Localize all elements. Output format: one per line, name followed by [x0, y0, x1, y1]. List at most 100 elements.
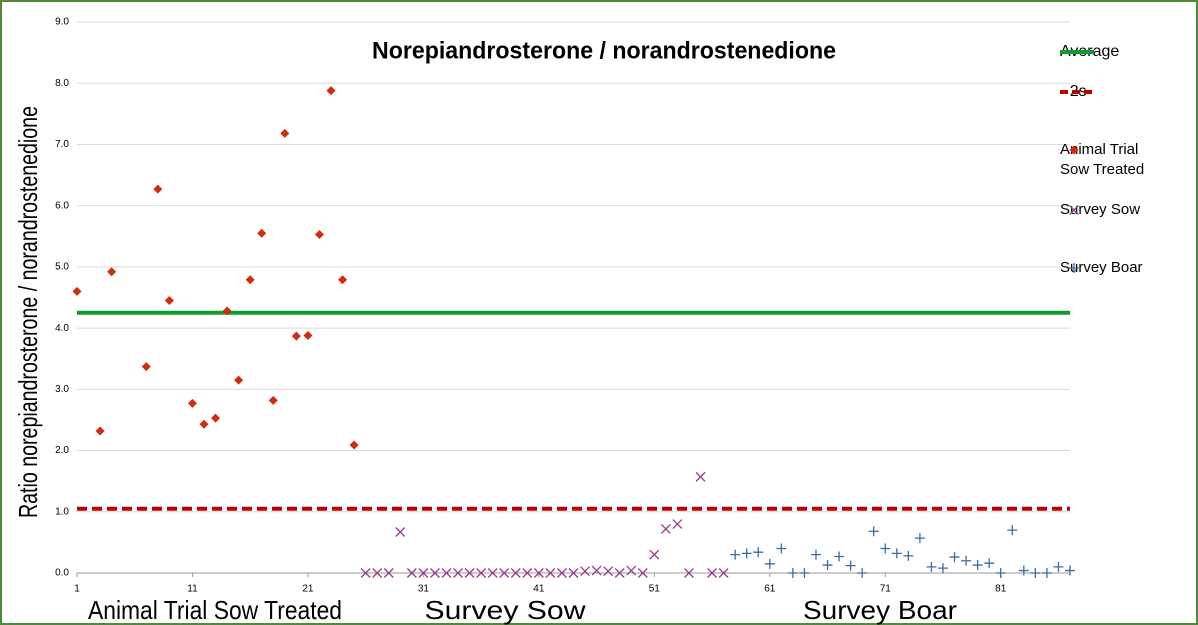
point	[487, 568, 498, 578]
series	[360, 471, 729, 578]
legend-label: Survey Boar	[1060, 259, 1143, 276]
point	[753, 547, 764, 558]
point	[591, 565, 602, 576]
point	[626, 565, 637, 576]
legend-symbol	[1060, 50, 1094, 54]
legend-symbol	[1060, 90, 1094, 94]
point	[914, 533, 925, 544]
point	[522, 568, 533, 578]
point	[961, 555, 972, 566]
legend-item: Survey Boar	[1060, 258, 1160, 278]
point	[937, 563, 948, 574]
point	[556, 568, 567, 578]
y-tick-label: 3.0	[55, 384, 69, 395]
point	[1041, 568, 1052, 578]
point	[245, 275, 255, 285]
y-tick-label: 0.0	[55, 568, 69, 579]
y-tick-label: 8.0	[55, 78, 69, 89]
point	[891, 548, 902, 559]
x-tick-label: 51	[649, 584, 661, 595]
point	[857, 568, 868, 578]
point	[72, 286, 82, 296]
point	[903, 550, 914, 561]
point	[545, 568, 556, 578]
point	[153, 184, 163, 194]
point	[222, 306, 232, 316]
point	[199, 419, 209, 429]
series	[72, 86, 359, 450]
point	[984, 558, 995, 569]
legend-item: - 2s	[1060, 82, 1160, 102]
point	[372, 568, 383, 578]
point	[1069, 205, 1079, 215]
x-tick-label: 11	[187, 584, 198, 595]
point	[580, 566, 591, 577]
y-tick-label: 9.0	[55, 17, 69, 28]
point	[603, 566, 614, 577]
point	[1007, 525, 1018, 536]
point	[187, 398, 197, 408]
point	[383, 568, 394, 578]
legend-item: Average	[1060, 42, 1160, 62]
point	[418, 568, 429, 578]
legend-label: Survey Sow	[1060, 201, 1141, 218]
chart-title: Norepiandrosterone / norandrostenedione	[372, 37, 836, 64]
point	[95, 426, 105, 436]
point	[429, 568, 440, 578]
y-tick-label: 6.0	[55, 200, 69, 211]
point	[464, 568, 475, 578]
point	[799, 568, 810, 578]
point	[845, 560, 856, 571]
point	[164, 296, 174, 306]
x-tick-label: 81	[995, 584, 1007, 595]
point	[787, 568, 798, 578]
y-tick-label: 4.0	[55, 323, 69, 334]
point	[880, 543, 891, 554]
point	[972, 560, 983, 571]
point	[1069, 263, 1079, 273]
point	[406, 568, 417, 578]
point	[395, 527, 406, 537]
point	[660, 523, 671, 534]
point	[257, 228, 267, 238]
point	[360, 568, 371, 578]
point	[684, 568, 694, 578]
legend-symbol	[1069, 205, 1079, 215]
point	[718, 568, 729, 578]
x-tick-label: 41	[533, 584, 545, 595]
point	[499, 568, 510, 578]
point	[1053, 561, 1064, 572]
point	[314, 229, 324, 239]
point	[510, 568, 521, 578]
x-tick-label: 21	[302, 584, 314, 595]
y-axis-label: Ratio norepiandrosterone / norandrostene…	[13, 106, 43, 518]
y-tick-label: 5.0	[55, 262, 69, 273]
group-label: Animal Trial Sow Treated	[88, 595, 342, 625]
point	[211, 413, 221, 423]
point	[649, 549, 660, 560]
point	[268, 395, 278, 405]
point	[303, 330, 313, 340]
point	[1018, 565, 1029, 576]
point	[107, 267, 117, 277]
series	[730, 525, 1075, 578]
point	[533, 568, 544, 578]
y-tick-label: 2.0	[55, 445, 69, 456]
point	[1069, 145, 1079, 155]
point	[568, 568, 579, 578]
point	[834, 551, 845, 562]
legend-item: Survey Sow	[1060, 200, 1160, 220]
point	[995, 568, 1006, 578]
group-label: Survey Boar	[803, 595, 957, 625]
legend-label: Animal Trial Sow Treated	[1060, 141, 1145, 178]
point	[338, 275, 348, 285]
point	[730, 549, 741, 560]
point	[707, 568, 718, 578]
point	[291, 331, 301, 341]
y-tick-label: 7.0	[55, 139, 69, 150]
point	[926, 561, 937, 572]
point	[614, 568, 625, 578]
